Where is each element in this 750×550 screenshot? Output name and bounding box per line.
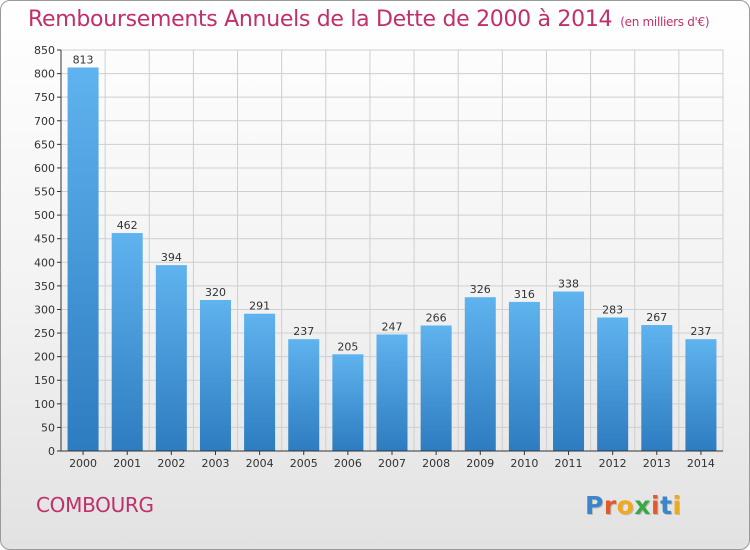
- logo-letter: x: [634, 491, 651, 520]
- logo-letter: r: [603, 491, 617, 520]
- x-tick-label-2009: 2009: [466, 457, 494, 470]
- y-tick-label: 100: [34, 398, 55, 411]
- commune-name: COMBOURG: [36, 493, 154, 517]
- bar-2007: [376, 334, 408, 451]
- bar-2003: [199, 300, 231, 451]
- data-label-2010: 316: [514, 288, 535, 301]
- bar-2009: [464, 297, 496, 451]
- labels: 0 50 100 150 200 250 300 350 400 450 500 550 600 650 7…: [34, 44, 715, 470]
- data-label-2011: 338: [558, 278, 579, 291]
- bar-2000: [67, 67, 99, 451]
- data-label-2003: 320: [205, 286, 226, 299]
- y-tick-label: 650: [34, 138, 55, 151]
- data-label-2004: 291: [249, 300, 270, 313]
- data-label-2008: 266: [426, 312, 447, 325]
- x-tick-label-2014: 2014: [687, 457, 715, 470]
- y-tick-label: 500: [34, 209, 55, 222]
- y-tick-label: 350: [34, 280, 55, 293]
- bar-2014: [685, 339, 717, 451]
- x-tick-label-2007: 2007: [378, 457, 406, 470]
- x-tick-label-2012: 2012: [599, 457, 627, 470]
- x-tick-label-2006: 2006: [334, 457, 362, 470]
- logo-letter: o: [616, 491, 635, 520]
- x-tick-label-2000: 2000: [69, 457, 97, 470]
- y-tick-label: 850: [34, 44, 55, 57]
- x-tick-label-2004: 2004: [246, 457, 274, 470]
- chart-title: Remboursements Annuels de la Dette de 20…: [28, 7, 710, 32]
- y-tick-label: 450: [34, 233, 55, 246]
- bar-2012: [597, 317, 629, 451]
- axes: [57, 49, 723, 455]
- bar-2013: [641, 325, 673, 451]
- data-label-2009: 326: [470, 283, 491, 296]
- chart-subtitle: (en milliers d'€): [620, 15, 710, 29]
- x-tick-label-2002: 2002: [157, 457, 185, 470]
- x-tick-label-2011: 2011: [555, 457, 583, 470]
- bar-2006: [332, 354, 364, 451]
- bar-2008: [420, 325, 452, 451]
- y-tick-label: 600: [34, 162, 55, 175]
- data-label-2005: 237: [293, 325, 314, 338]
- logo-letter: t: [660, 491, 673, 520]
- bar-2004: [244, 313, 276, 451]
- proxiti-logo: Proxiti: [585, 491, 682, 520]
- y-tick-label: 200: [34, 351, 55, 364]
- data-label-2001: 462: [117, 219, 138, 232]
- data-label-2000: 813: [73, 53, 94, 66]
- y-tick-label: 250: [34, 327, 55, 340]
- y-tick-label: 700: [34, 115, 55, 128]
- x-tick-label-2013: 2013: [643, 457, 671, 470]
- y-tick-label: 50: [41, 421, 55, 434]
- data-label-2006: 205: [337, 340, 358, 353]
- data-label-2014: 237: [690, 325, 711, 338]
- x-tick-label-2005: 2005: [290, 457, 318, 470]
- y-tick-label: 150: [34, 374, 55, 387]
- bar-2010: [508, 301, 540, 451]
- data-label-2012: 283: [602, 303, 623, 316]
- x-tick-label-2010: 2010: [510, 457, 538, 470]
- chart-title-text: Remboursements Annuels de la Dette de 20…: [28, 7, 613, 32]
- y-tick-label: 400: [34, 256, 55, 269]
- x-tick-label-2001: 2001: [113, 457, 141, 470]
- bars: [67, 67, 717, 451]
- logo-letter: i: [672, 491, 682, 520]
- y-tick-label: 300: [34, 303, 55, 316]
- data-label-2002: 394: [161, 251, 182, 264]
- y-tick-label: 550: [34, 186, 55, 199]
- logo-letter: P: [585, 491, 604, 520]
- x-tick-label-2003: 2003: [201, 457, 229, 470]
- data-label-2013: 267: [646, 311, 667, 324]
- logo-letter: i: [651, 491, 661, 520]
- x-tick-label-2008: 2008: [422, 457, 450, 470]
- bar-2011: [553, 291, 585, 451]
- y-tick-label: 800: [34, 68, 55, 81]
- y-tick-label: 750: [34, 91, 55, 104]
- bar-2001: [111, 233, 143, 451]
- y-tick-label: 0: [48, 445, 55, 458]
- bar-2002: [155, 265, 187, 451]
- data-label-2007: 247: [382, 320, 403, 333]
- bar-2005: [288, 339, 320, 451]
